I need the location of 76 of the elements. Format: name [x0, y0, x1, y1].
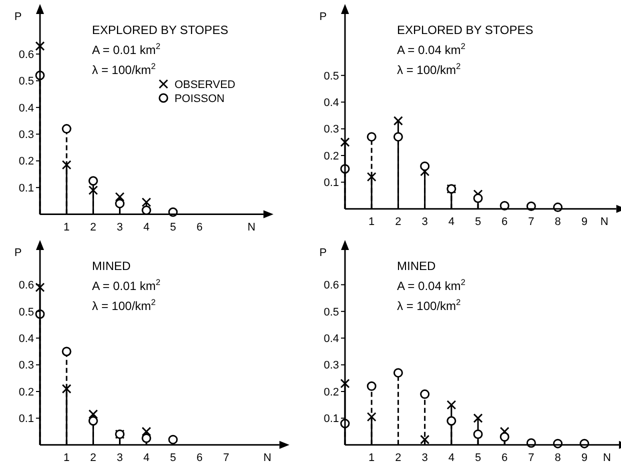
x-axis-title: N — [600, 216, 608, 228]
annotation: A = 0.01 km$^{2}$ — [92, 277, 161, 293]
legend-label: OBSERVED — [174, 78, 236, 91]
x-axis-title: N — [263, 452, 272, 464]
x-tick-label: 2 — [90, 221, 96, 234]
legend-label: POISSON — [174, 92, 225, 105]
y-tick-label: 0.6 — [324, 280, 339, 292]
annotation: A = 0.01 km$^{2}$ — [92, 41, 161, 57]
x-tick-label: 4 — [143, 221, 150, 234]
x-tick-label: 5 — [474, 216, 482, 228]
y-tick-label: 0.2 — [18, 156, 34, 168]
x-tick-label: 1 — [368, 216, 375, 228]
x-tick-label: 9 — [581, 452, 588, 464]
annotation: A = 0.04 km$^{2}$ — [397, 277, 466, 293]
x-tick-label: 8 — [554, 216, 561, 228]
annotation: λ = 100/km$^{2}$ — [92, 297, 156, 313]
y-tick-label: 0.1 — [324, 413, 339, 426]
x-tick-label: 2 — [90, 452, 96, 464]
y-tick-label: 0.4 — [324, 332, 339, 345]
annotation: EXPLORED BY STOPES — [92, 23, 228, 37]
y-tick-label: 0.3 — [324, 124, 339, 136]
x-tick-label: 1 — [64, 452, 70, 464]
y-tick-label: 0.4 — [18, 332, 34, 345]
x-tick-label: 3 — [422, 452, 428, 464]
y-tick-label: 0.5 — [324, 70, 339, 82]
x-tick-label: 5 — [474, 452, 482, 464]
x-tick-label: 7 — [528, 452, 534, 464]
x-tick-label: 4 — [143, 452, 150, 464]
x-axis-title: N — [603, 452, 612, 464]
y-tick-label: 0.2 — [324, 386, 339, 398]
y-tick-label: 0.3 — [324, 360, 339, 372]
y-tick-label: 0.1 — [18, 413, 34, 426]
y-axis-title: P — [14, 247, 22, 259]
x-tick-label: 6 — [502, 216, 508, 228]
y-tick-label: 0.4 — [18, 102, 34, 114]
y-tick-label: 0.2 — [324, 150, 339, 162]
x-tick-label: 5 — [170, 221, 176, 234]
x-tick-label: 3 — [422, 216, 428, 228]
y-axis-title: P — [14, 11, 22, 23]
y-tick-label: 0.6 — [18, 48, 34, 61]
x-tick-label: 8 — [554, 452, 561, 464]
x-tick-label: 2 — [395, 216, 402, 228]
y-tick-label: 0.1 — [324, 177, 339, 190]
annotation: λ = 100/km$^{2}$ — [397, 61, 462, 77]
y-axis-title: P — [319, 247, 327, 259]
x-tick-label: 6 — [196, 221, 203, 234]
x-tick-label: 3 — [116, 452, 123, 464]
x-tick-label: 1 — [368, 452, 375, 464]
x-tick-label: 4 — [448, 216, 454, 228]
annotation: A = 0.04 km$^{2}$ — [397, 41, 466, 57]
y-tick-label: 0.2 — [18, 386, 34, 398]
y-tick-label: 0.5 — [18, 306, 34, 318]
y-tick-label: 0.6 — [18, 280, 34, 292]
y-axis-title: P — [319, 11, 327, 23]
x-tick-label: 4 — [448, 452, 454, 464]
x-tick-label: 7 — [528, 216, 534, 228]
annotation: MINED — [92, 259, 131, 273]
y-tick-label: 0.1 — [18, 182, 34, 194]
annotation: MINED — [397, 259, 436, 273]
y-tick-label: 0.3 — [18, 360, 34, 372]
x-tick-label: 6 — [502, 452, 508, 464]
y-tick-label: 0.5 — [324, 306, 339, 318]
x-tick-label: 6 — [196, 452, 203, 464]
x-tick-label: 9 — [581, 216, 588, 228]
y-tick-label: 0.3 — [18, 129, 34, 141]
x-tick-label: 7 — [223, 452, 230, 464]
x-tick-label: 1 — [64, 221, 70, 234]
annotation: EXPLORED BY STOPES — [397, 23, 534, 37]
annotation: λ = 100/km$^{2}$ — [397, 297, 462, 313]
x-tick-label: 3 — [116, 221, 123, 234]
annotation: λ = 100/km$^{2}$ — [92, 61, 156, 77]
x-tick-label: 2 — [395, 452, 402, 464]
x-axis-title: N — [247, 221, 256, 234]
y-tick-label: 0.4 — [324, 96, 339, 109]
y-tick-label: 0.5 — [18, 76, 34, 88]
x-tick-label: 5 — [170, 452, 176, 464]
